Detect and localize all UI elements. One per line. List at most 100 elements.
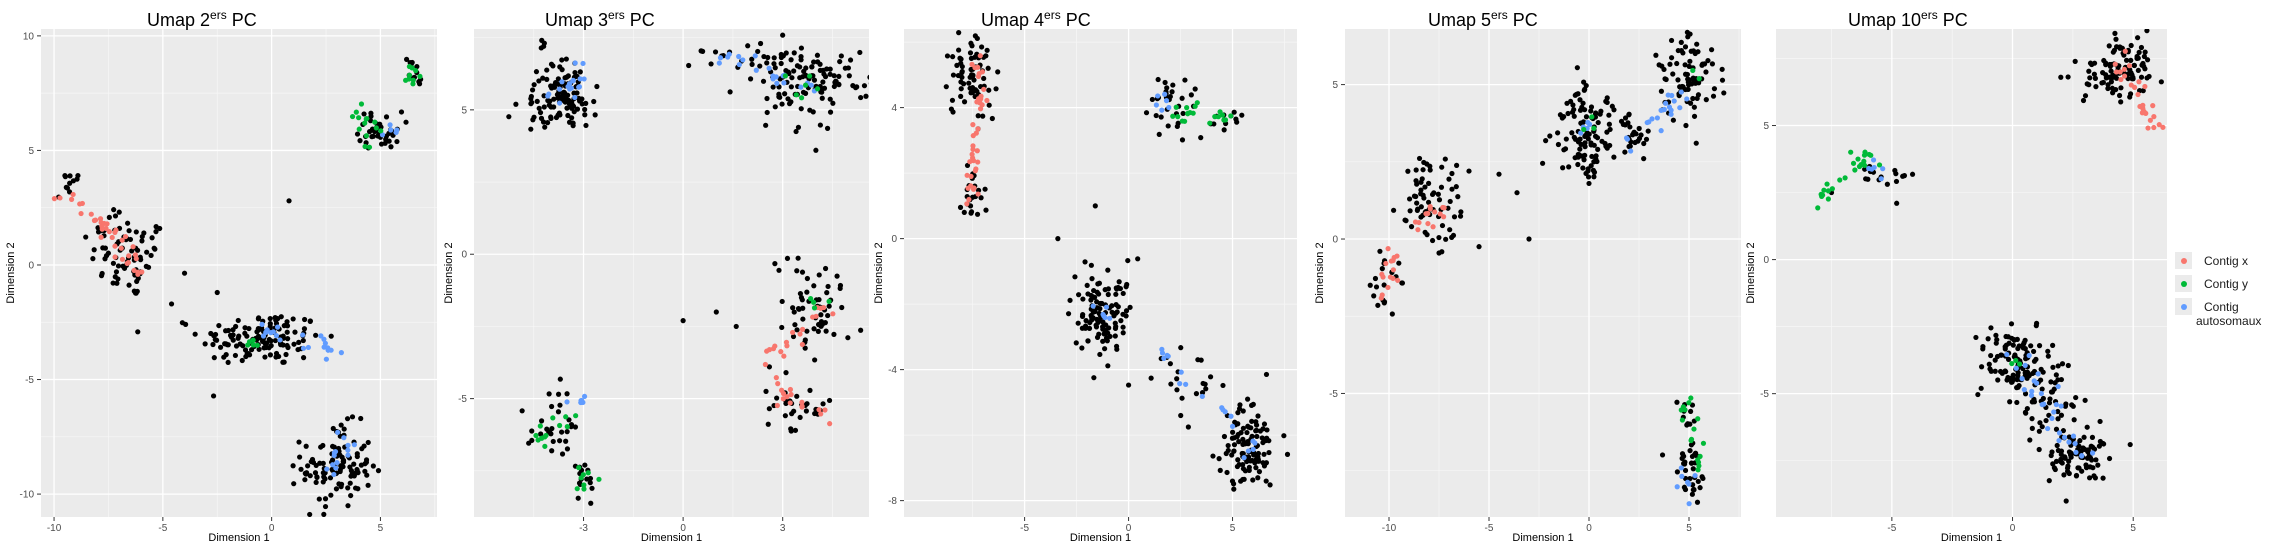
contig-x-point [778,349,784,355]
data-point [2158,79,2164,85]
y-tick-label: 5 [1332,80,1338,91]
data-point [559,429,565,435]
data-point [317,460,323,466]
data-point [2128,57,2134,63]
data-point [1419,176,1425,182]
contig-auto-point [338,350,344,356]
data-point [2050,364,2056,370]
data-point [857,49,863,56]
data-point [980,113,986,119]
contig-y-point [542,434,548,440]
legend-label-auto-line1: Contig [2204,300,2239,314]
contig-x-point [2142,83,2148,90]
data-point [1112,320,1118,326]
contig-auto-point [1878,176,1884,182]
contig-x-point [2118,76,2124,83]
data-point [1693,140,1699,146]
data-point [1377,248,1383,254]
data-point [383,136,389,142]
data-point [110,280,116,286]
contig-x-point [2151,114,2157,120]
data-point [302,316,308,323]
contig-auto-point [387,122,393,128]
data-point [338,422,344,428]
data-point [1679,83,1685,90]
contig-auto-point [1090,303,1096,309]
data-point [1678,39,1684,45]
contig-x-point [70,191,76,198]
contig-x-point [103,225,109,232]
data-point [1231,109,1237,115]
data-point [2136,87,2143,94]
data-point [1699,62,1705,68]
data-point [1245,454,1252,460]
data-point [1641,140,1647,147]
data-point [414,63,420,70]
data-point [280,333,286,339]
data-point [1112,333,1118,339]
contig-auto-point [1183,381,1189,387]
contig-auto-point [2079,453,2085,459]
x-tick-label: 0 [1586,523,1592,534]
data-point [347,464,353,470]
contig-auto-point [345,442,351,448]
data-point [1571,134,1577,140]
data-point [1595,146,1601,152]
contig-x-point [2151,124,2157,131]
data-point [834,273,840,279]
data-point [1978,364,1985,370]
data-point [296,439,302,445]
contig-y-point [356,115,362,121]
data-point [1246,424,1252,430]
data-point [1427,167,1433,173]
contig-x-point [787,400,793,406]
data-point [2123,57,2130,63]
data-point [2061,472,2067,478]
data-point [2106,43,2112,49]
contig-auto-point [318,333,324,339]
contig-auto-point [264,328,270,335]
data-point [1249,418,1255,424]
contig-x-point [1437,211,1443,217]
contig-x-point [106,229,112,235]
data-point [133,229,139,235]
contig-auto-point [1644,119,1650,126]
y-tick-label: -5 [458,394,467,405]
data-point [1080,311,1086,318]
data-point [1113,343,1120,349]
contig-y-point [1222,117,1229,123]
contig-y-point [798,95,805,101]
data-point [2135,67,2141,74]
data-point [1670,117,1676,123]
data-point [1111,313,1117,319]
data-point [2015,370,2021,376]
data-point [116,209,122,215]
data-point [1120,311,1126,317]
data-point [760,78,767,84]
data-point [1711,86,1718,92]
contig-auto-point [556,86,563,92]
contig-auto-point [305,344,311,351]
data-point [822,265,829,272]
data-point [2060,428,2066,434]
contig-x-point [781,353,787,359]
data-point [1995,377,2001,383]
data-point [286,198,292,204]
data-point [235,335,241,341]
data-point [594,83,600,90]
data-point [1125,257,1131,264]
data-point [831,83,837,90]
data-point [1992,368,1998,374]
data-point [1231,435,1238,441]
data-point [2138,44,2145,51]
contig-x-point [99,226,105,232]
data-point [1611,154,1617,160]
contig-auto-point [1178,369,1184,375]
contig-x-point [977,106,984,112]
data-point [1418,191,1424,197]
data-point [712,49,719,55]
contig-y-point [1688,395,1694,401]
legend-label-auto: Contig autosomaux [2196,300,2268,328]
data-point [295,346,301,353]
data-point [555,409,562,415]
